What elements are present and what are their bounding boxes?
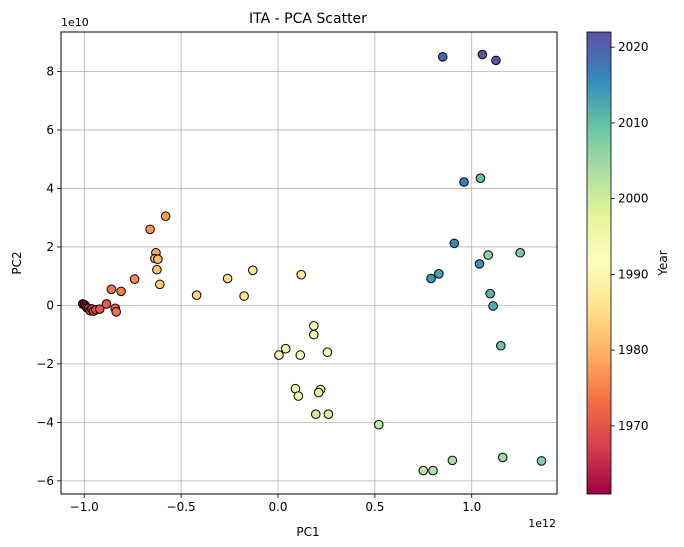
colorbar-tick-label: 1980 bbox=[618, 343, 649, 357]
x-axis-label: PC1 bbox=[296, 525, 319, 539]
scatter-point bbox=[426, 273, 436, 284]
x-tick-label: 0.0 bbox=[268, 500, 287, 514]
colorbar-label: Year bbox=[656, 250, 670, 276]
y-axis-label: PC2 bbox=[10, 251, 24, 274]
scatter-point bbox=[475, 173, 486, 184]
colorbar-tick-label: 1990 bbox=[618, 267, 649, 281]
scatter-point bbox=[496, 340, 506, 351]
chart-title: ITA - PCA Scatter bbox=[249, 11, 367, 27]
colorbar-ticks: 1970 1980 1990 2000 2010 2020 bbox=[611, 40, 649, 433]
scatter-points bbox=[77, 49, 547, 476]
scatter-point bbox=[106, 284, 117, 295]
x-tick-label: −0.5 bbox=[167, 500, 196, 514]
scatter-point bbox=[310, 409, 321, 419]
scatter-point bbox=[111, 307, 122, 317]
scatter-point bbox=[248, 265, 258, 276]
colorbar: 1970 1980 1990 2000 2010 2020 Year bbox=[586, 31, 670, 495]
scatter-point bbox=[222, 273, 233, 284]
scatter-point bbox=[437, 52, 448, 62]
y-tick-label: −2 bbox=[36, 357, 54, 371]
scatter-point bbox=[145, 224, 155, 235]
colorbar-tick-label: 2020 bbox=[618, 40, 649, 54]
scatter-point bbox=[449, 238, 460, 249]
scatter-point bbox=[153, 254, 163, 264]
scatter-point bbox=[155, 279, 165, 290]
y-tick-label: −4 bbox=[36, 415, 54, 429]
scatter-point bbox=[483, 250, 494, 260]
scatter-point bbox=[101, 299, 112, 309]
scatter-point bbox=[474, 259, 485, 269]
scatter-point bbox=[485, 288, 495, 299]
scatter-point bbox=[488, 301, 498, 311]
y-tick-label: 4 bbox=[46, 181, 54, 195]
plot-frame bbox=[60, 31, 558, 495]
scatter-point bbox=[160, 211, 171, 222]
colorbar-tick-label: 2010 bbox=[618, 116, 649, 130]
x-tick-label: 0.5 bbox=[365, 500, 384, 514]
scatter-point bbox=[515, 247, 525, 258]
scatter-point bbox=[309, 329, 319, 340]
x-axis-offset-label: 1e12 bbox=[528, 517, 556, 530]
scatter-point bbox=[295, 350, 306, 360]
y-tick-label: 6 bbox=[46, 123, 54, 137]
y-tick-label: −6 bbox=[36, 474, 54, 488]
scatter-point bbox=[274, 350, 284, 360]
scatter-point bbox=[309, 321, 319, 331]
scatter-point bbox=[191, 290, 202, 300]
y-axis-offset-label: 1e10 bbox=[61, 16, 89, 29]
scatter-point bbox=[459, 177, 469, 187]
y-tick-label: 8 bbox=[46, 64, 54, 78]
scatter-point bbox=[322, 347, 333, 357]
x-tick-label: 1.0 bbox=[462, 500, 481, 514]
scatter-point bbox=[428, 465, 438, 476]
y-tick-label: 2 bbox=[46, 240, 54, 254]
scatter-point bbox=[447, 455, 458, 466]
scatter-point bbox=[477, 49, 488, 60]
colorbar-tick-label: 1970 bbox=[618, 419, 649, 433]
scatter-point bbox=[323, 409, 334, 419]
x-tick-label: −1.0 bbox=[70, 500, 99, 514]
y-tick-label: 0 bbox=[46, 298, 54, 312]
scatter-point bbox=[94, 304, 105, 315]
scatter-point bbox=[497, 452, 508, 463]
colorbar-tick-label: 2000 bbox=[618, 192, 649, 206]
scatter-point bbox=[239, 291, 249, 301]
x-axis-ticks: −1.0 −0.5 0.0 0.5 1.0 bbox=[70, 494, 481, 514]
scatter-point bbox=[152, 264, 162, 275]
scatter-point bbox=[536, 456, 547, 466]
scatter-point bbox=[116, 286, 126, 297]
scatter-point bbox=[280, 343, 291, 354]
colorbar-gradient bbox=[586, 31, 612, 495]
scatter-point bbox=[491, 55, 501, 66]
scatter-point bbox=[293, 391, 304, 401]
scatter-point bbox=[434, 269, 444, 279]
scatter-point bbox=[129, 274, 140, 284]
scatter-point bbox=[313, 387, 324, 398]
y-axis-ticks: −6 −4 −2 0 2 4 6 8 bbox=[36, 64, 61, 488]
scatter-point bbox=[418, 465, 429, 476]
grid-lines bbox=[61, 32, 557, 494]
scatter-point bbox=[296, 269, 307, 280]
scatter-point bbox=[373, 419, 384, 430]
